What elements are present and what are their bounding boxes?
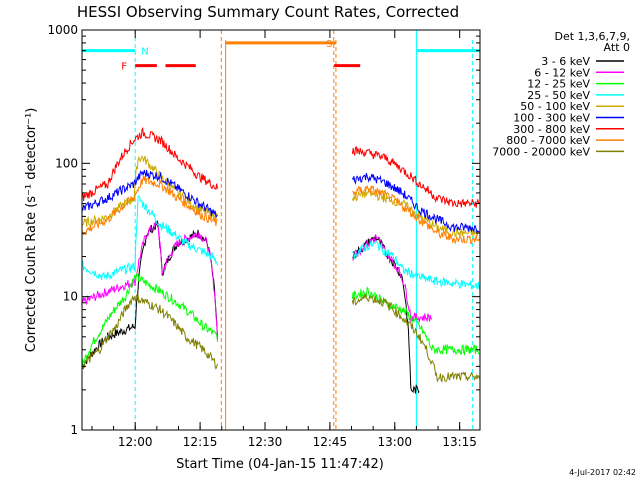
y-tick-label-0: 1 (70, 423, 78, 437)
axis-ticks: 12:00 12:15 12:30 12:45 13:00 13:15 1 10 100 1000 (47, 23, 480, 449)
legend-label-5: 100 - 300 keV (513, 112, 590, 125)
series-line-after-gap-6 (351, 145, 480, 208)
x-tick-label-5: 13:15 (442, 435, 477, 449)
legend-label-3: 25 - 50 keV (527, 89, 590, 102)
series-line-after-gap-5 (351, 172, 480, 234)
x-axis-label: Start Time (04-Jan-15 11:47:42) (176, 457, 384, 472)
series-line-after-gap-2 (351, 286, 480, 356)
y-axis-label: Corrected Count Rate (s⁻¹ detector⁻¹) (24, 108, 39, 353)
series-line-5 (81, 169, 218, 219)
plot-area: N S F (81, 30, 480, 430)
x-tick-label-3: 12:45 (313, 435, 348, 449)
legend-label-8: 7000 - 20000 keV (492, 145, 590, 158)
series-line-after-gap-8 (351, 293, 480, 383)
x-tick-label-1: 12:15 (183, 435, 218, 449)
legend-label-6: 300 - 800 keV (513, 123, 590, 136)
flag-label-0: N (141, 47, 148, 58)
series-line-2 (81, 273, 218, 369)
legend-label-7: 800 - 7000 keV (506, 134, 590, 147)
legend-label-2: 12 - 25 keV (527, 78, 590, 91)
legend-label-1: 6 - 12 keV (534, 66, 590, 79)
y-tick-label-3: 1000 (47, 23, 78, 37)
series-line-after-gap-0 (352, 235, 420, 394)
x-tick-label-4: 13:00 (377, 435, 412, 449)
footer-date: 4-Jul-2017 02:42 (569, 468, 636, 477)
series-line-after-gap-3 (352, 240, 480, 290)
flag-label-2: S (326, 39, 332, 50)
plot-frame (81, 29, 481, 431)
series-line-1 (81, 222, 218, 342)
series-line-4 (81, 155, 218, 228)
series-line-6 (81, 126, 218, 201)
y-tick-label-2: 100 (55, 156, 78, 170)
flag-label-3: F (121, 62, 127, 73)
series-line-after-gap-7 (352, 184, 480, 245)
x-tick-label-0: 12:00 (118, 435, 153, 449)
y-tick-label-1: 10 (63, 290, 78, 304)
legend-header-2: Att 0 (604, 41, 630, 54)
series-line-3 (81, 194, 218, 280)
x-tick-label-2: 12:30 (248, 435, 283, 449)
legend-label-4: 50 - 100 keV (520, 100, 590, 113)
series-line-7 (81, 175, 218, 236)
legend-header-1: Det 1,3,6,7,9, (554, 30, 630, 43)
legend-label-0: 3 - 6 keV (541, 55, 590, 68)
chart-title: HESSI Observing Summary Count Rates, Cor… (77, 3, 459, 21)
series-line-8 (81, 294, 218, 370)
